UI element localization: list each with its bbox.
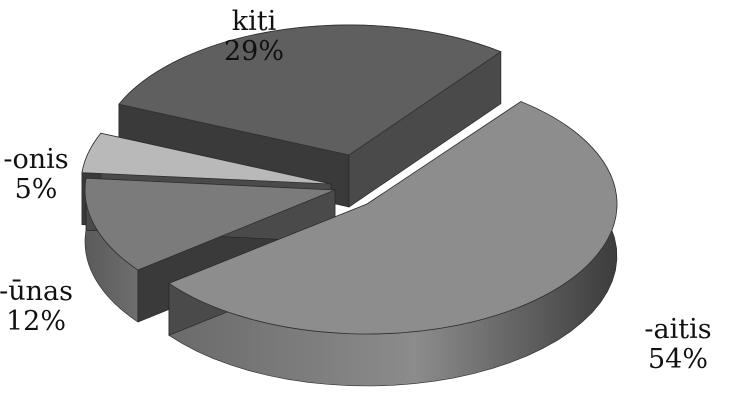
slice-label-value: 29% — [224, 36, 284, 67]
slice-label: -onis 5% — [3, 144, 68, 205]
slice-label-name: kiti — [232, 6, 277, 37]
pie-slice-top — [118, 24, 502, 156]
slice-label-value: 54% — [648, 344, 708, 375]
pie-slice-top — [81, 132, 332, 185]
slice-label: kiti 29% — [224, 6, 284, 67]
pie-slice-top — [168, 101, 618, 335]
slice-label-value: 12% — [6, 306, 66, 337]
pie-slice — [168, 100, 618, 387]
slice-label: -ūnas 12% — [0, 276, 73, 337]
slice-label-name: -onis — [3, 144, 68, 175]
slice-label-name: -ūnas — [0, 276, 73, 307]
slice-label: -aitis 54% — [644, 314, 711, 375]
pie-slice-top — [84, 177, 336, 271]
slice-label-name: -aitis — [644, 314, 711, 345]
slice-label-value: 5% — [15, 174, 58, 205]
